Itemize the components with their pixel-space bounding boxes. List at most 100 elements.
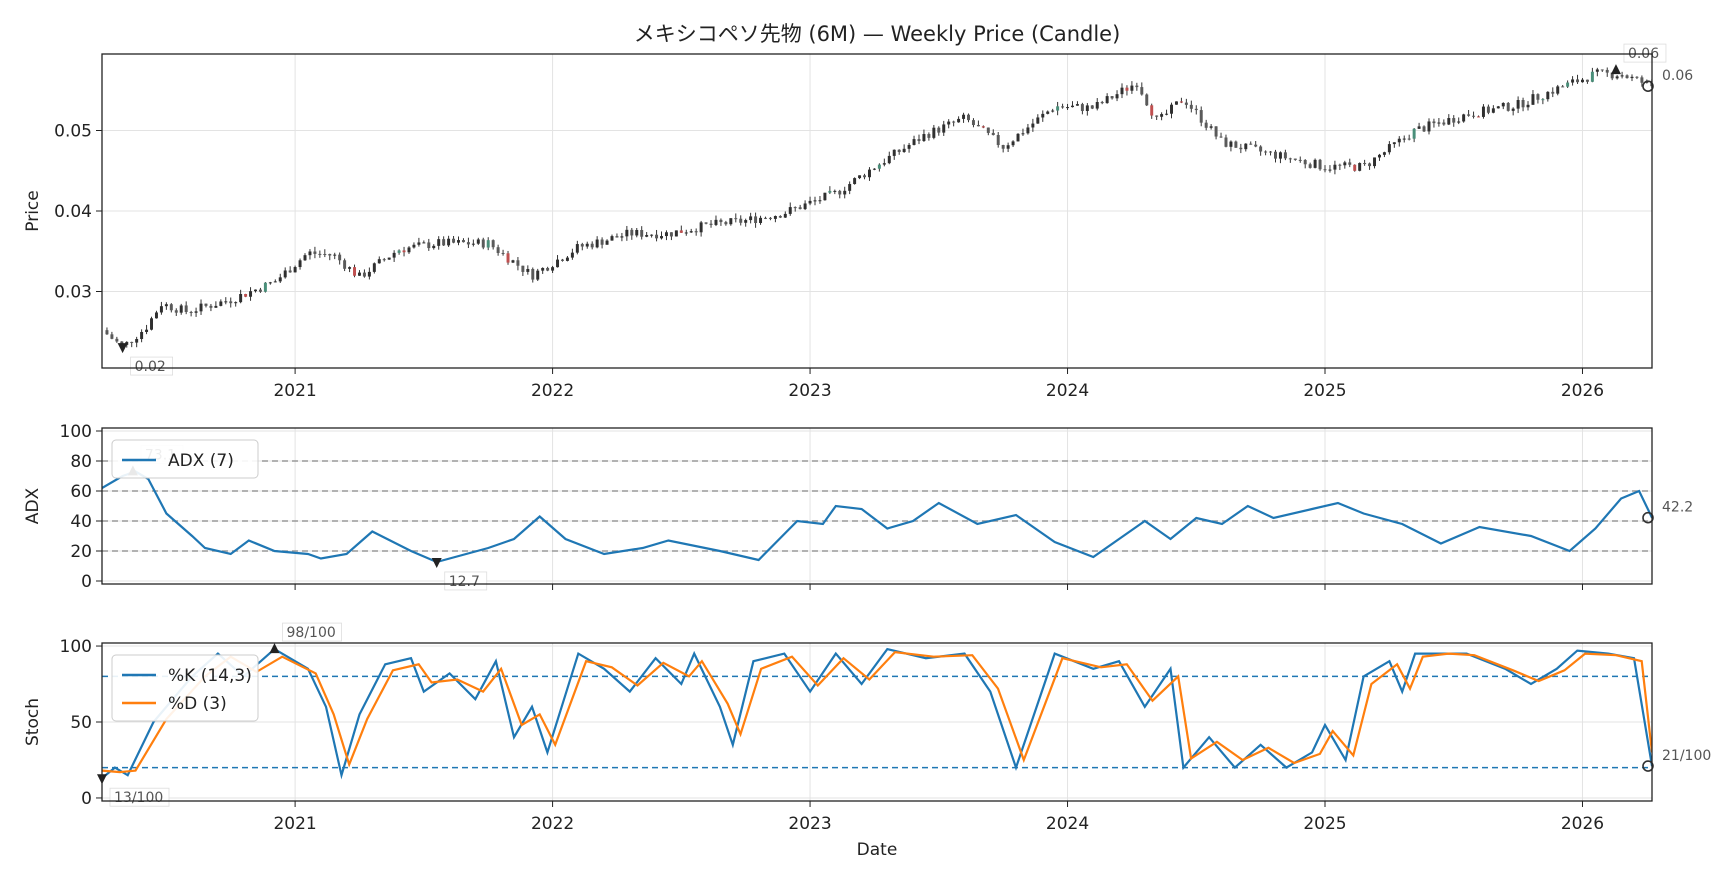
candle (1516, 100, 1520, 109)
candle (1264, 151, 1268, 153)
candle (952, 121, 956, 123)
candle (150, 318, 153, 330)
candle (546, 267, 550, 271)
x-tick-label: 2022 (531, 381, 574, 401)
candle (783, 213, 787, 218)
y-tick-label: 0.03 (54, 283, 92, 303)
annotation-box (130, 356, 173, 376)
candle (1041, 113, 1045, 118)
candle (1229, 141, 1233, 147)
candle (293, 267, 297, 273)
candle (377, 259, 381, 264)
candle (313, 251, 317, 254)
candle (892, 149, 896, 156)
candle (179, 305, 183, 313)
chart-title: メキシコペソ先物 (6M) — Weekly Price (Candle) (634, 22, 1121, 46)
panel-price: 0.03 0.04 0.05 2021 2022 2023 2024 2025 2026 Pric… (23, 43, 1693, 401)
last-value-marker (1642, 80, 1654, 93)
candle (615, 236, 619, 238)
candle (333, 254, 337, 256)
candle (1249, 143, 1253, 145)
candle (1298, 159, 1302, 161)
x-axis-label: Date (857, 840, 898, 860)
candle (357, 272, 361, 276)
candle (590, 243, 594, 248)
candle (1630, 76, 1634, 79)
candle (749, 216, 753, 221)
candle (788, 207, 792, 214)
candle (1377, 154, 1381, 158)
candle (1417, 126, 1421, 129)
candle (660, 236, 663, 239)
candle (1571, 79, 1575, 83)
y-tick-label: 40 (70, 512, 92, 532)
last-value-marker (1642, 760, 1654, 772)
y-axis-label: Price (23, 190, 43, 231)
candle (996, 135, 1000, 146)
candle (971, 120, 975, 126)
y-tick-label: 0 (81, 572, 92, 592)
candle (1462, 114, 1466, 122)
candle (1140, 87, 1144, 95)
candle (516, 260, 520, 266)
candle (1447, 118, 1451, 125)
candle (729, 218, 733, 225)
candle (115, 338, 119, 342)
candle (828, 190, 832, 193)
candle (962, 114, 966, 119)
candle (244, 294, 248, 297)
candle (912, 139, 916, 145)
candle (466, 242, 470, 245)
candle (630, 229, 634, 236)
y-tick-label: 0.04 (54, 202, 92, 222)
candle (744, 220, 748, 223)
candle (1209, 126, 1213, 128)
candle (1595, 69, 1599, 72)
candle (1075, 104, 1079, 106)
candle (486, 240, 490, 248)
candle (1561, 86, 1565, 88)
x-tick-label: 2025 (1303, 814, 1346, 834)
candle (1610, 72, 1614, 79)
candle (967, 114, 970, 121)
candle (947, 121, 951, 125)
candle (1328, 169, 1332, 171)
last-value-marker (1642, 511, 1654, 524)
candle (922, 134, 926, 142)
candle (1333, 164, 1337, 170)
x-tick-label: 2025 (1303, 381, 1346, 401)
candle (764, 217, 767, 219)
candle (937, 127, 941, 133)
candle (189, 311, 193, 313)
candle (229, 301, 233, 304)
candle (1046, 111, 1050, 114)
candle (684, 232, 688, 234)
candle (318, 253, 322, 255)
candle (1244, 143, 1248, 150)
candle (536, 270, 540, 280)
candle (1278, 152, 1282, 159)
candle (734, 218, 738, 220)
candle (1234, 141, 1238, 148)
candle (1625, 75, 1629, 79)
candle (793, 207, 797, 209)
candle (199, 303, 203, 312)
plot-area (105, 67, 1652, 348)
candle (1080, 104, 1084, 111)
candle (1090, 105, 1094, 109)
candle (1615, 76, 1619, 79)
candle (625, 229, 629, 237)
candle (560, 259, 564, 261)
candle (1457, 121, 1461, 123)
candle (1001, 145, 1005, 149)
candle (1011, 141, 1015, 146)
candle (1387, 144, 1391, 153)
candle (1373, 157, 1377, 167)
max-marker (269, 643, 280, 654)
candle (1521, 100, 1525, 108)
candle (1576, 79, 1580, 83)
candle (1640, 77, 1644, 83)
candle (1179, 101, 1183, 103)
candle (184, 305, 188, 312)
x-tick-label: 2023 (788, 381, 831, 401)
